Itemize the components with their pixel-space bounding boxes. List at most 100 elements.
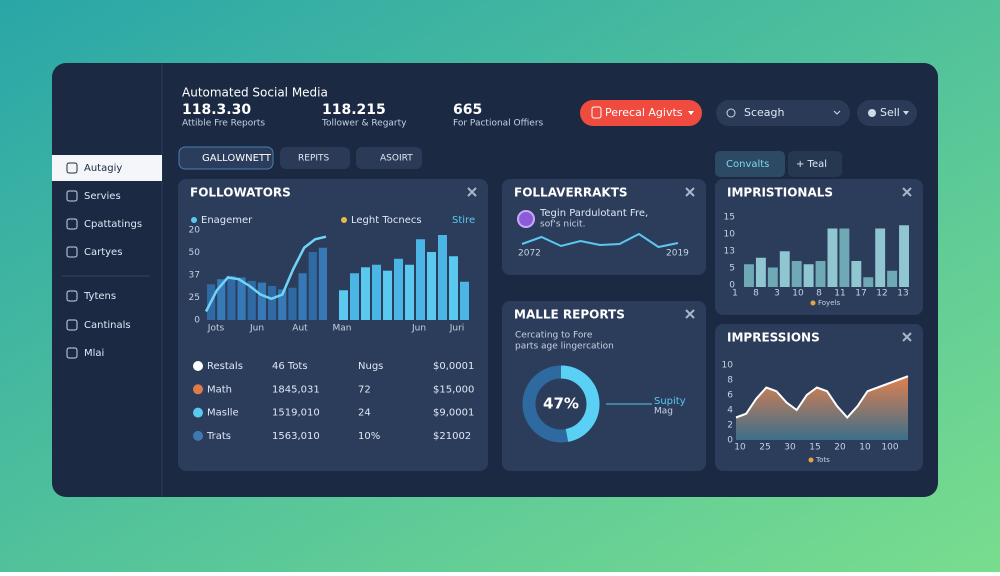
bar — [394, 258, 403, 320]
y-tick-label: 20 — [189, 226, 201, 236]
bar — [318, 247, 327, 320]
side-tab[interactable] — [715, 151, 785, 177]
table-cell: Trats — [206, 431, 231, 442]
table-cell: $9,0001 — [433, 408, 474, 419]
legend-label: Supity — [654, 396, 686, 407]
table-cell: 24 — [358, 408, 371, 419]
bar — [217, 279, 226, 320]
bar — [899, 225, 909, 287]
bar — [887, 270, 898, 287]
action-button[interactable] — [580, 100, 702, 126]
stat-label: Attible Fre Reports — [182, 119, 265, 129]
x-tick-label: Jun — [249, 324, 264, 334]
y-tick-label: 2 — [727, 421, 733, 431]
y-tick-label: 13 — [724, 247, 735, 257]
legend-label: Foyels — [818, 299, 840, 307]
y-tick-label: 0 — [727, 436, 733, 446]
y-tick-label: 10 — [724, 230, 736, 240]
panel — [502, 179, 706, 275]
row-dot — [193, 384, 203, 395]
tab-label: ASOIRT — [380, 154, 413, 164]
panel-title: IMPRISTIONALS — [727, 186, 833, 200]
legend-label: Stire — [452, 215, 475, 226]
x-tick-label: 8 — [816, 289, 822, 299]
bar — [405, 264, 414, 320]
y-tick-label: 37 — [189, 271, 200, 281]
line — [204, 235, 327, 313]
nav-icon — [66, 162, 78, 174]
tab[interactable] — [280, 147, 350, 169]
legend-dot — [810, 300, 816, 306]
line — [735, 375, 909, 419]
stat-value: 118.215 — [322, 102, 386, 118]
close-icon — [902, 332, 912, 342]
nav-item: Autagiy — [84, 163, 122, 174]
bar — [339, 290, 348, 320]
x-tick-label: 10 — [859, 443, 871, 453]
button-label: Perecal Agivts — [605, 106, 683, 119]
x-tick-label: Jun — [411, 324, 426, 334]
bar — [361, 267, 370, 320]
tab[interactable] — [356, 147, 422, 169]
caret — [903, 111, 909, 115]
legend-label: Mag — [654, 407, 673, 417]
bar — [767, 267, 778, 287]
y-tick-label: 15 — [724, 213, 735, 223]
x-tick-label: 17 — [855, 289, 866, 299]
y-tick-label: 25 — [189, 293, 200, 303]
side-tab-label: + Teal — [796, 159, 827, 170]
panel-title: MALLE REPORTS — [514, 308, 625, 322]
stat-value: 118.3.30 — [182, 102, 251, 118]
row-dot — [193, 361, 203, 371]
line — [521, 232, 679, 249]
menu-button[interactable] — [857, 100, 917, 126]
nav-icon — [66, 190, 78, 202]
panel-text: Cercating to Fore — [515, 331, 593, 341]
bar — [449, 256, 458, 320]
close-icon — [467, 187, 477, 197]
x-tick-label: 10 — [734, 443, 746, 453]
donut-segment — [560, 365, 600, 442]
bar — [755, 257, 766, 287]
bar — [268, 286, 277, 320]
nav-icon — [66, 347, 78, 359]
bar — [839, 228, 850, 287]
side-tab[interactable] — [788, 151, 842, 177]
side-tab-label: Convalts — [726, 159, 769, 170]
app-title: Automated Social Media — [182, 86, 328, 100]
nav-item: Cantinals — [84, 320, 131, 331]
table-cell: Maslle — [207, 408, 239, 419]
bar — [779, 251, 790, 287]
y-tick-label: 50 — [189, 248, 201, 258]
table-cell: 10% — [358, 431, 380, 442]
caret — [688, 111, 694, 115]
search-box[interactable] — [716, 100, 850, 126]
x-tick-label: 10 — [792, 289, 804, 299]
stat-value: 665 — [453, 102, 482, 118]
legend-dot — [341, 217, 347, 223]
tab-label: REPITS — [298, 154, 330, 164]
legend-label: Enagemer — [201, 215, 253, 226]
bar — [237, 277, 246, 320]
tab[interactable] — [178, 146, 274, 170]
table-cell: 46 Tots — [272, 361, 308, 372]
y-tick-label: 0 — [194, 316, 200, 326]
table-cell: 1845,031 — [272, 384, 320, 395]
panel-title: IMPRESSIONS — [727, 331, 820, 345]
caret — [833, 110, 841, 115]
bar — [308, 252, 317, 320]
x-tick-label: 2072 — [518, 249, 541, 259]
stat-label: For Pactional Offiers — [453, 119, 544, 129]
bar — [247, 280, 256, 320]
bar — [815, 261, 826, 287]
stat-label: Tollower & Regarty — [321, 119, 407, 129]
nav-item: Mlai — [84, 348, 104, 359]
bar — [288, 287, 297, 320]
table-cell: Nugs — [358, 361, 383, 372]
x-tick-label: 15 — [809, 443, 820, 453]
sidebar-active[interactable] — [52, 155, 162, 181]
x-tick-label: Man — [333, 324, 352, 334]
x-tick-label: 2019 — [666, 249, 689, 259]
table-cell: 1563,010 — [272, 431, 320, 442]
